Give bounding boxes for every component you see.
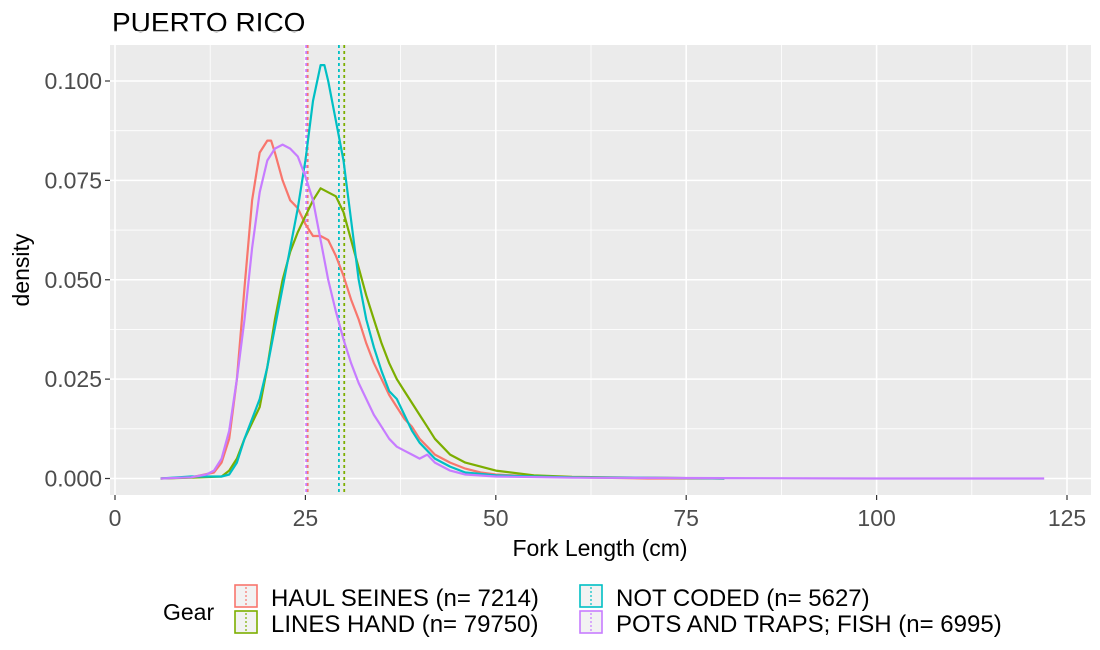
plot-panel	[110, 45, 1091, 495]
density-curve	[160, 139, 725, 480]
y-axis: 0.000 0.025 0.050 0.075 0.100	[44, 68, 110, 492]
legend-title: Gear	[163, 599, 214, 625]
legend-label: HAUL SEINES (n= 7214)	[271, 585, 539, 612]
x-tick-label: 50	[483, 505, 509, 531]
legend-label: POTS AND TRAPS; FISH (n= 6995)	[616, 611, 1002, 638]
density-curve	[160, 187, 725, 480]
y-tick-label: 0.075	[44, 167, 102, 193]
x-tick-label: 100	[857, 505, 895, 531]
legend: Gear HAUL SEINES (n= 7214)LINES HAND (n=…	[163, 584, 1002, 638]
x-tick-label: 25	[293, 505, 319, 531]
legend-key	[234, 610, 258, 634]
x-tick-label: 125	[1048, 505, 1086, 531]
y-tick-label: 0.025	[44, 366, 102, 392]
legend-key	[579, 610, 603, 634]
x-tick-label: 75	[673, 505, 699, 531]
legend-key	[579, 584, 603, 608]
legend-key	[234, 584, 258, 608]
density-curve	[160, 63, 725, 480]
density-curve	[160, 143, 1045, 480]
x-axis: 0 25 50 75 100 125	[109, 495, 1086, 531]
density-curves	[160, 63, 1045, 480]
x-tick-label: 0	[109, 505, 122, 531]
y-tick-label: 0.100	[44, 68, 102, 94]
x-axis-title: Fork Length (cm)	[512, 535, 687, 561]
y-tick-label: 0.000	[44, 466, 102, 492]
y-axis-title: density	[8, 233, 34, 306]
y-tick-label: 0.050	[44, 267, 102, 293]
legend-label: NOT CODED (n= 5627)	[616, 585, 870, 612]
mean-reference-lines	[305, 45, 346, 495]
chart-title: PUERTO RICO	[112, 7, 305, 38]
legend-label: LINES HAND (n= 79750)	[271, 611, 538, 638]
